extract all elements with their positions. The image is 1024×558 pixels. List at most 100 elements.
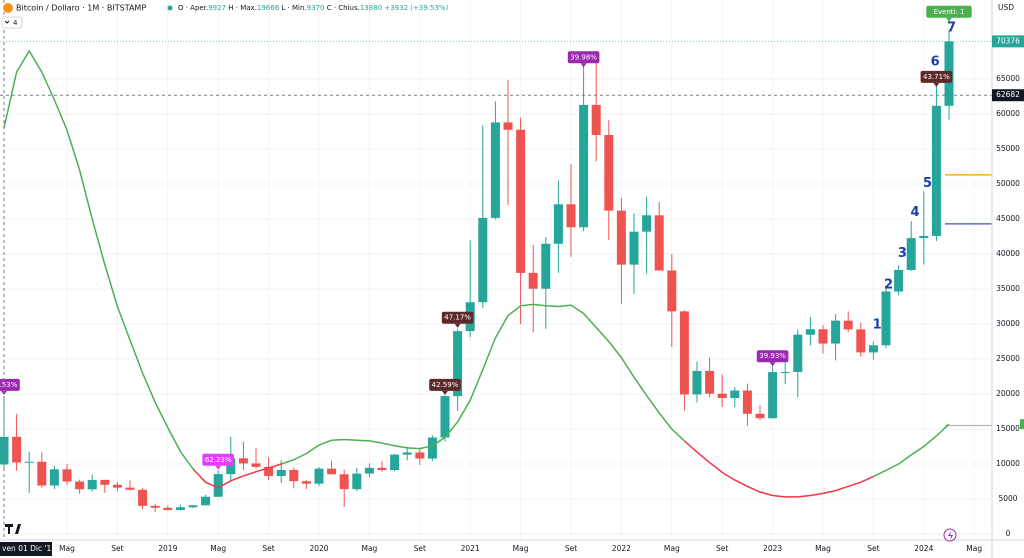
candle-body xyxy=(705,370,715,394)
lightning-icon xyxy=(948,531,953,540)
indicator-line xyxy=(683,440,874,498)
candle-body xyxy=(314,468,324,484)
axes: 0 5000 10000 15000 20000 25000 30000 35000 40000… xyxy=(0,3,1024,556)
currency-label: USD xyxy=(998,3,1014,12)
candle-body xyxy=(175,507,185,510)
candle-body xyxy=(667,270,677,312)
x-tick-label: Mag xyxy=(664,544,680,553)
annotation-box xyxy=(756,350,789,363)
candle-body xyxy=(478,217,488,303)
candle-body xyxy=(793,334,803,373)
candle-body xyxy=(490,122,500,218)
candle-body xyxy=(138,489,148,506)
plot: 39.53% 62.23% 42.59% 47.17% 39.98% 39.93% 43.7… xyxy=(0,5,992,513)
annotation-box xyxy=(920,70,953,83)
indicator-toggle[interactable] xyxy=(1,16,23,29)
candle-body xyxy=(642,215,652,232)
y-tick-label: 30000 xyxy=(996,319,1020,328)
wave-label: 5 xyxy=(923,176,932,191)
candle-body xyxy=(150,505,160,508)
annotation-box xyxy=(441,311,474,324)
annotation-box xyxy=(429,378,461,391)
last-price-label: 70376 xyxy=(996,36,1020,45)
candle-body xyxy=(289,469,299,482)
logo-shape xyxy=(5,524,21,534)
candle-body xyxy=(364,467,374,474)
x-tick-label: 2021 xyxy=(461,544,480,553)
x-tick-label: Set xyxy=(414,544,426,553)
x-tick-label: 2024 xyxy=(914,544,933,553)
annotation-label: 39.98% xyxy=(570,53,597,61)
candle-body xyxy=(62,469,72,482)
x-tick-label: ven 01 Dic '17 xyxy=(2,544,56,553)
annotation-pointer xyxy=(442,390,448,395)
crosshair-date-box xyxy=(0,542,52,556)
y-tick-label: 65000 xyxy=(996,74,1020,83)
candle-body xyxy=(427,437,437,459)
x-tick-label: Mag xyxy=(59,544,75,553)
y-tick-label: 40000 xyxy=(996,249,1020,258)
legend-label: L · Min. xyxy=(281,4,306,12)
y-tick-label: 10000 xyxy=(996,459,1020,468)
candle-body xyxy=(629,231,639,265)
x-tick-label: Mag xyxy=(966,544,982,553)
legend-change: +3932 (+39.53%) xyxy=(384,4,448,12)
candle-body xyxy=(516,129,526,273)
candle-body xyxy=(125,487,135,490)
annotation-box xyxy=(0,378,20,391)
bitcoin-icon xyxy=(3,3,13,13)
x-tick-label: Mag xyxy=(513,544,529,553)
candle-body xyxy=(163,507,173,510)
tradingview-logo xyxy=(5,524,21,534)
legend-value: 9927 xyxy=(208,4,226,12)
x-tick-label: Mag xyxy=(210,544,226,553)
indicator-count: 4 xyxy=(13,19,18,27)
candle-body xyxy=(188,505,198,508)
indicator-line xyxy=(873,423,950,478)
market-status xyxy=(167,5,173,11)
legend-label: H · Max. xyxy=(228,4,257,12)
candle-body xyxy=(352,473,362,490)
wave-label: 3 xyxy=(898,246,907,261)
candle-body xyxy=(264,466,274,476)
candle-body xyxy=(566,204,576,228)
annotation-pointer xyxy=(933,82,940,87)
candle-body xyxy=(49,469,59,486)
ohlc-legend: O · Aper.9927 H · Max.19666 L · Min.9370… xyxy=(178,4,449,12)
annotation-box xyxy=(202,453,234,466)
annotation-label: 42.59% xyxy=(432,381,459,389)
candle-body xyxy=(276,469,286,476)
candle-body xyxy=(856,329,866,353)
candle-body xyxy=(579,104,589,228)
candle-body xyxy=(881,291,891,346)
candle-body xyxy=(528,272,538,289)
annotation-label: 62.23% xyxy=(205,456,232,464)
candle-body xyxy=(692,370,702,395)
candle-body xyxy=(440,396,450,438)
x-tick-label: Set xyxy=(262,544,274,553)
x-tick-label: Set xyxy=(111,544,123,553)
candle-body xyxy=(717,393,727,398)
candle-body xyxy=(415,452,425,459)
annotation-label: 47.17% xyxy=(444,314,471,322)
candle-body xyxy=(112,484,122,488)
symbol-title: Bitcoin / Dollaro · 1M · BITSTAMP xyxy=(16,4,146,13)
candle-body xyxy=(201,496,211,506)
y-tick-label: 55000 xyxy=(996,144,1020,153)
annotation-pointer xyxy=(769,362,776,367)
y-tick-label: 45000 xyxy=(996,214,1020,223)
y-tick-label: 35000 xyxy=(996,284,1020,293)
candle-body xyxy=(616,210,626,265)
candle-body xyxy=(226,458,236,475)
wave-label: 7 xyxy=(947,20,956,35)
candle-body xyxy=(742,390,752,414)
candle-body xyxy=(12,436,22,463)
y-tick-label: 15000 xyxy=(996,424,1020,433)
candle-body xyxy=(37,461,47,486)
candle-body xyxy=(402,452,412,455)
x-tick-label: Set xyxy=(565,544,577,553)
y-tick-label: 20000 xyxy=(996,389,1020,398)
chevron-icon xyxy=(4,20,10,24)
